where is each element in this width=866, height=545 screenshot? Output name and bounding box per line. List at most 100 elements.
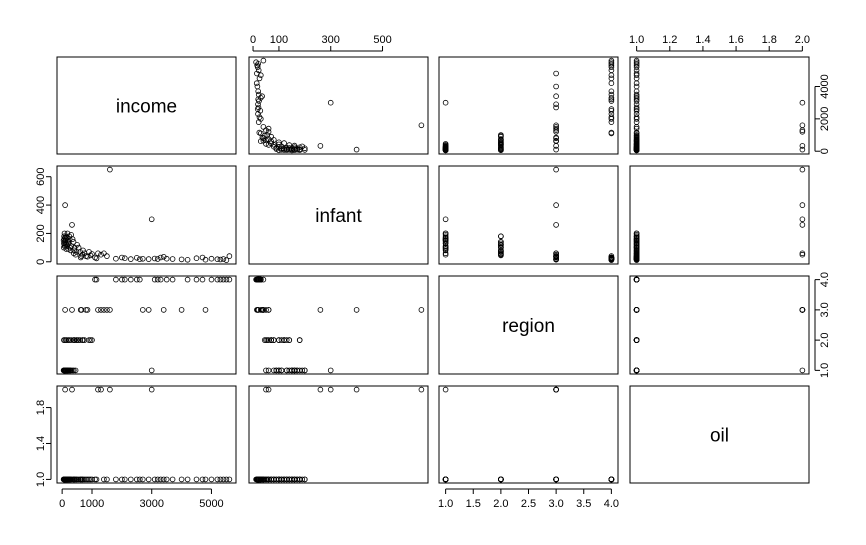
data-point (553, 386, 559, 393)
data-point (73, 476, 80, 483)
panel-income-vs-oil (629, 56, 810, 155)
data-point (255, 476, 262, 483)
tick-label: 2000 (819, 107, 831, 131)
data-point (255, 67, 262, 74)
data-point (265, 476, 272, 483)
data-point (107, 307, 113, 313)
data-point (202, 256, 209, 263)
tick-label: 2.0 (795, 34, 810, 46)
data-point (79, 251, 86, 258)
data-point (283, 367, 290, 374)
data-point (217, 276, 224, 283)
data-point (69, 386, 75, 393)
x-axis-region: 1.0 1.5 2.0 2.5 3.0 3.5 4.0 (438, 488, 619, 510)
data-point (291, 367, 298, 374)
data-point (208, 476, 215, 483)
data-point (81, 337, 88, 343)
data-point (799, 367, 806, 374)
data-point (87, 252, 94, 259)
data-point (265, 367, 272, 374)
data-point (77, 476, 84, 483)
panel-infant-vs-region (438, 165, 619, 265)
panel-frame (438, 385, 619, 484)
data-point (633, 106, 640, 112)
tick-label: 4.0 (819, 272, 831, 287)
data-point (608, 129, 615, 136)
panel-frame (248, 165, 429, 265)
data-point (223, 476, 230, 483)
data-point (283, 146, 290, 153)
data-point (255, 276, 262, 283)
tick-label: 0 (35, 259, 47, 265)
tick-label: 600 (35, 168, 47, 186)
panel-oil-vs-region (438, 385, 619, 484)
data-point (257, 476, 264, 483)
x-axis-oil: 1.0 1.2 1.4 1.6 1.8 2.0 (629, 34, 810, 52)
data-point (317, 307, 324, 313)
data-point (254, 62, 261, 69)
data-point (178, 256, 185, 263)
data-point (226, 253, 233, 259)
panel-frame (629, 385, 810, 484)
x-axis-income: 0 1000 3000 5000 (59, 488, 224, 510)
data-point (148, 386, 155, 393)
data-point (61, 240, 67, 247)
data-point (553, 101, 559, 108)
data-point (283, 476, 290, 483)
data-point (151, 276, 158, 283)
data-point (104, 253, 110, 259)
data-point (160, 307, 167, 313)
tick-label: 300 (322, 34, 340, 46)
data-point (71, 367, 77, 374)
data-point (299, 143, 306, 150)
panel-income-vs-infant (248, 56, 429, 155)
data-point (259, 93, 265, 99)
data-point (633, 276, 640, 283)
data-point (498, 249, 504, 255)
data-point (268, 337, 275, 343)
data-point (81, 476, 88, 483)
data-point (265, 129, 272, 135)
data-point (77, 254, 84, 261)
data-point (633, 246, 640, 252)
data-point (799, 129, 806, 135)
data-point (553, 476, 559, 483)
data-point (223, 257, 230, 263)
data-point (553, 202, 559, 208)
data-point (353, 146, 360, 153)
data-point (294, 146, 300, 153)
panel-frame (629, 165, 810, 265)
data-point (263, 367, 269, 374)
data-point (256, 98, 262, 104)
data-point (128, 256, 134, 262)
tick-label: 500 (373, 34, 391, 46)
data-point (263, 386, 269, 393)
data-point (263, 141, 269, 147)
data-point (256, 129, 263, 136)
data-point (442, 147, 449, 153)
data-point (80, 247, 86, 254)
data-point (137, 476, 143, 483)
data-point (327, 386, 334, 393)
data-point (799, 127, 806, 133)
data-point (498, 137, 504, 144)
data-point (199, 276, 206, 283)
data-point (442, 250, 449, 257)
data-point (157, 276, 164, 283)
data-point (61, 233, 67, 240)
data-point (61, 337, 67, 343)
data-point (208, 255, 215, 262)
data-point (148, 367, 155, 374)
panel-frame (56, 275, 237, 375)
data-point (265, 142, 272, 148)
data-point (553, 222, 559, 228)
tick-label: 0 (819, 148, 831, 154)
data-point (799, 166, 806, 173)
data-point (296, 367, 303, 374)
data-point (223, 276, 230, 283)
data-point (134, 254, 140, 261)
data-point (553, 127, 559, 133)
panel-frame (56, 385, 237, 484)
panel-oil-vs-oil: oil (629, 385, 810, 484)
